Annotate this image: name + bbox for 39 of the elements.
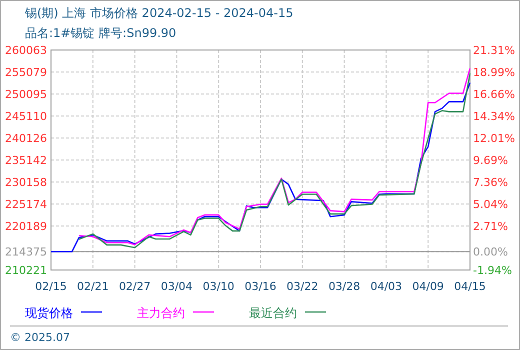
y2-tick-label: 12.01% — [473, 132, 515, 145]
y2-tick-label: 16.66% — [473, 88, 515, 101]
x-tick-label: 04/15 — [454, 280, 486, 293]
y2-tick-label: 18.99% — [473, 66, 515, 79]
x-tick-label: 03/10 — [202, 280, 234, 293]
x-tick-label: 04/09 — [412, 280, 444, 293]
legend-label: 现货价格 — [25, 306, 73, 320]
y-tick-label: 240126 — [5, 132, 47, 145]
x-tick-label: 03/16 — [244, 280, 276, 293]
chart-title: 锡(期) 上海 市场价格 2024-02-15 - 2024-04-15 — [24, 6, 294, 20]
x-tick-label: 03/28 — [328, 280, 360, 293]
y2-tick-label: 9.69% — [473, 154, 508, 167]
y2-tick-label: 14.34% — [473, 110, 515, 123]
x-tick-label: 02/15 — [35, 280, 67, 293]
x-tick-label: 02/21 — [77, 280, 109, 293]
legend-label: 主力合约 — [137, 306, 185, 320]
x-tick-label: 04/03 — [370, 280, 402, 293]
y-tick-label: 230158 — [5, 176, 47, 189]
y2-tick-label: -1.94% — [473, 264, 512, 277]
y-tick-label: 214375 — [5, 246, 47, 259]
x-tick-label: 03/04 — [160, 280, 193, 293]
y2-tick-label: 5.04% — [473, 198, 508, 211]
y-tick-label: 245110 — [5, 110, 47, 123]
y2-tick-label: 21.31% — [473, 44, 515, 57]
chart-subtitle: 品名:1#锡锭 牌号:Sn99.90 — [25, 26, 176, 40]
text: © 2025.07 — [10, 331, 70, 344]
y2-tick-label: 2.71% — [473, 220, 508, 233]
y-tick-label: 260063 — [5, 44, 47, 57]
y-tick-label: 235142 — [5, 154, 47, 167]
y-tick-label: 210221 — [5, 264, 47, 277]
y-tick-label: 225174 — [5, 198, 47, 211]
y-tick-label: 250095 — [5, 88, 47, 101]
y-tick-label: 255079 — [5, 66, 47, 79]
x-tick-label: 03/22 — [286, 280, 318, 293]
y2-tick-label: 7.36% — [473, 176, 508, 189]
legend-label: 最近合约 — [249, 306, 297, 320]
y2-tick-label: 0.00% — [473, 246, 508, 259]
y-tick-label: 220189 — [5, 220, 47, 233]
x-tick-label: 02/27 — [118, 280, 151, 293]
